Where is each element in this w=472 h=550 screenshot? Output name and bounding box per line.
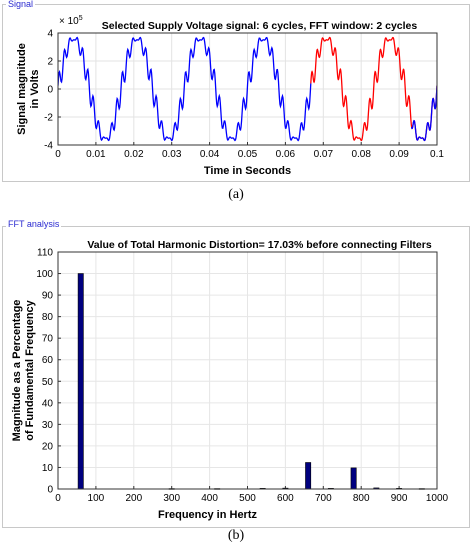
signal-series-0 xyxy=(58,36,312,142)
x-tick-label: 800 xyxy=(353,493,370,504)
caption-b: (b) xyxy=(227,528,245,543)
y-axis-label-line2: of Fundamental Frequency xyxy=(24,299,36,440)
chart-title: Value of Total Harmonic Distortion= 17.0… xyxy=(87,239,431,251)
y-exponent-label: × 105 xyxy=(59,15,83,27)
x-tick-label: 0.1 xyxy=(430,149,444,160)
y-tick-label: 40 xyxy=(42,398,54,409)
y-tick-label: 70 xyxy=(42,334,54,345)
signal-series-2 xyxy=(410,85,437,142)
x-tick-label: 1000 xyxy=(426,493,449,504)
x-tick-label: 900 xyxy=(391,493,408,504)
y-axis-label-line1: Magnitude as a Percentage xyxy=(11,300,23,442)
x-tick-label: 0.03 xyxy=(162,149,182,160)
y-tick-label: 50 xyxy=(42,377,54,388)
x-tick-label: 0.09 xyxy=(389,149,409,160)
x-axis-label: Frequency in Hertz xyxy=(158,509,258,521)
y-tick-label: 4 xyxy=(47,29,53,40)
x-tick-label: 0.01 xyxy=(86,149,106,160)
x-tick-label: 100 xyxy=(88,493,105,504)
fft-panel-tab: FFT analysis xyxy=(6,219,62,229)
signal-chart: Selected Supply Voltage signal: 6 cycles… xyxy=(16,15,444,177)
y-tick-label: 2 xyxy=(47,57,53,68)
y-tick-label: 0 xyxy=(47,85,53,96)
caption-a: (a) xyxy=(228,187,244,202)
y-axis-label-line1: Signal magnitude xyxy=(16,43,28,135)
x-tick-label: 700 xyxy=(315,493,332,504)
y-tick-label: 110 xyxy=(37,248,53,259)
fft-chart: Value of Total Harmonic Distortion= 17.0… xyxy=(11,239,449,521)
x-tick-label: 0 xyxy=(55,493,61,504)
plot-frame xyxy=(57,251,438,490)
y-tick-label: 90 xyxy=(42,291,54,302)
x-tick-label: 0.04 xyxy=(200,149,220,160)
y-tick-label: 60 xyxy=(42,355,54,366)
x-tick-label: 400 xyxy=(201,493,218,504)
x-tick-label: 300 xyxy=(163,493,180,504)
x-tick-label: 0.08 xyxy=(351,149,371,160)
x-tick-label: 0 xyxy=(55,149,61,160)
y-tick-label: 80 xyxy=(42,312,54,323)
x-tick-label: 600 xyxy=(277,493,294,504)
x-tick-label: 0.07 xyxy=(314,149,334,160)
y-axis-label-line2: in Volts xyxy=(29,70,41,109)
x-tick-label: 0.06 xyxy=(276,149,296,160)
plot-frame xyxy=(57,32,438,146)
y-tick-label: -2 xyxy=(44,113,53,124)
fft-bar xyxy=(305,462,312,490)
x-axis-label: Time in Seconds xyxy=(204,165,291,177)
fft-bar xyxy=(77,273,84,490)
y-tick-label: 20 xyxy=(42,441,54,452)
x-tick-label: 0.05 xyxy=(238,149,258,160)
x-tick-label: 500 xyxy=(239,493,256,504)
y-tick-label: 30 xyxy=(42,420,54,431)
signal-panel-tab: Signal xyxy=(6,0,36,9)
x-tick-label: 200 xyxy=(125,493,142,504)
y-tick-label: 10 xyxy=(42,463,54,474)
x-tick-label: 0.02 xyxy=(124,149,144,160)
y-tick-label: 0 xyxy=(47,485,53,496)
chart-title: Selected Supply Voltage signal: 6 cycles… xyxy=(102,20,418,32)
fft-bar xyxy=(350,467,357,490)
y-tick-label: 100 xyxy=(36,269,53,280)
y-tick-label: -4 xyxy=(44,141,53,152)
y-exponent-power: 5 xyxy=(79,15,83,22)
signal-panel xyxy=(2,4,470,182)
